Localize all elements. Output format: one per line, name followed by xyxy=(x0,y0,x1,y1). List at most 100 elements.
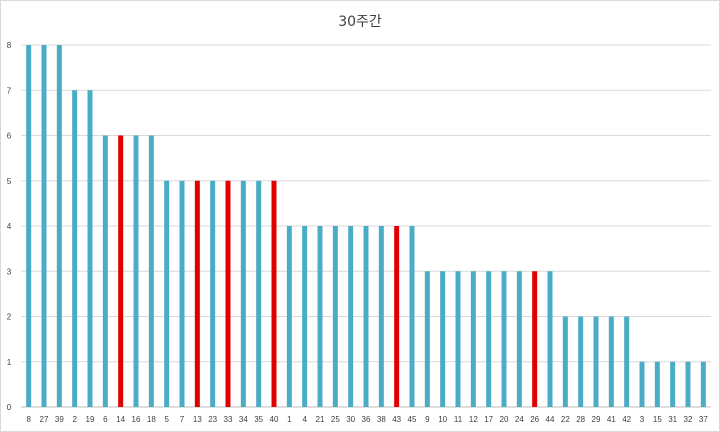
bar xyxy=(72,90,78,407)
bar xyxy=(440,271,446,407)
y-tick-label: 8 xyxy=(7,41,12,50)
y-tick-label: 2 xyxy=(7,313,12,322)
x-tick-label: 18 xyxy=(147,415,156,424)
x-tick-label: 27 xyxy=(40,415,49,424)
bar xyxy=(455,271,461,407)
bar xyxy=(562,316,568,407)
bar xyxy=(470,271,476,407)
x-tick-label: 11 xyxy=(454,415,463,424)
bar xyxy=(102,135,108,407)
x-tick-label: 28 xyxy=(576,415,585,424)
bar xyxy=(547,271,553,407)
x-tick-label: 24 xyxy=(515,415,524,424)
bar xyxy=(332,226,338,407)
bar xyxy=(685,361,691,407)
bar xyxy=(26,45,32,407)
chart-title: 30주간 xyxy=(338,14,382,30)
bar xyxy=(133,135,139,407)
bar xyxy=(578,316,584,407)
x-tick-label: 17 xyxy=(484,415,493,424)
bar xyxy=(210,180,216,407)
x-tick-label: 2 xyxy=(72,415,77,424)
bar xyxy=(179,180,185,407)
bar xyxy=(516,271,522,407)
bar xyxy=(87,90,93,407)
x-tick-label: 4 xyxy=(302,415,307,424)
x-tick-label: 16 xyxy=(132,415,141,424)
x-tick-label: 29 xyxy=(592,415,601,424)
x-tick-label: 32 xyxy=(684,415,693,424)
y-tick-label: 4 xyxy=(7,222,12,231)
x-tick-label: 44 xyxy=(546,415,555,424)
bar xyxy=(164,180,170,407)
x-tick-label: 10 xyxy=(438,415,447,424)
bar-highlighted xyxy=(271,180,277,407)
x-tick-label: 14 xyxy=(116,415,125,424)
bar xyxy=(501,271,507,407)
y-tick-label: 1 xyxy=(7,358,12,367)
bar-highlighted xyxy=(532,271,538,407)
bar xyxy=(424,271,430,407)
bar xyxy=(348,226,354,407)
bar xyxy=(608,316,614,407)
x-tick-label: 31 xyxy=(668,415,677,424)
bar xyxy=(240,180,246,407)
x-tick-label: 43 xyxy=(392,415,401,424)
bar xyxy=(302,226,308,407)
x-tick-label: 39 xyxy=(55,415,64,424)
x-tick-label: 34 xyxy=(239,415,248,424)
x-tick-label: 20 xyxy=(500,415,509,424)
bar-highlighted xyxy=(225,180,231,407)
y-tick-label: 7 xyxy=(7,86,12,95)
x-tick-label: 7 xyxy=(180,415,185,424)
x-tick-label: 33 xyxy=(224,415,233,424)
y-tick-label: 3 xyxy=(7,267,12,276)
x-tick-label: 30 xyxy=(346,415,355,424)
bar xyxy=(378,226,384,407)
bar xyxy=(363,226,369,407)
bar xyxy=(317,226,323,407)
x-tick-label: 15 xyxy=(653,415,662,424)
bar xyxy=(56,45,62,407)
bar xyxy=(639,361,645,407)
x-tick-label: 8 xyxy=(26,415,31,424)
x-tick-label: 22 xyxy=(561,415,570,424)
bar-highlighted xyxy=(394,226,400,407)
bar-highlighted xyxy=(194,180,200,407)
x-tick-label: 42 xyxy=(622,415,631,424)
bar xyxy=(256,180,262,407)
x-tick-label: 21 xyxy=(316,415,325,424)
bar xyxy=(700,361,706,407)
bar xyxy=(654,361,660,407)
x-tick-label: 25 xyxy=(331,415,340,424)
x-tick-label: 36 xyxy=(362,415,371,424)
x-tick-label: 1 xyxy=(287,415,292,424)
x-tick-label: 13 xyxy=(193,415,202,424)
x-tick-label: 38 xyxy=(377,415,386,424)
x-tick-label: 6 xyxy=(103,415,108,424)
bar xyxy=(286,226,292,407)
y-tick-label: 0 xyxy=(7,403,12,412)
x-tick-label: 26 xyxy=(530,415,539,424)
x-tick-label: 37 xyxy=(699,415,708,424)
x-tick-label: 9 xyxy=(425,415,430,424)
x-tick-label: 41 xyxy=(607,415,616,424)
y-tick-label: 5 xyxy=(7,177,12,186)
bar xyxy=(41,45,47,407)
bar-highlighted xyxy=(118,135,124,407)
x-tick-label: 12 xyxy=(469,415,478,424)
x-tick-label: 3 xyxy=(640,415,645,424)
bar xyxy=(593,316,599,407)
bar xyxy=(670,361,676,407)
bar xyxy=(624,316,630,407)
x-tick-label: 45 xyxy=(408,415,417,424)
x-tick-label: 23 xyxy=(208,415,217,424)
bar xyxy=(486,271,492,407)
x-tick-label: 35 xyxy=(254,415,263,424)
x-tick-label: 40 xyxy=(270,415,279,424)
x-tick-label: 19 xyxy=(86,415,95,424)
bar xyxy=(148,135,154,407)
y-tick-label: 6 xyxy=(7,132,12,141)
